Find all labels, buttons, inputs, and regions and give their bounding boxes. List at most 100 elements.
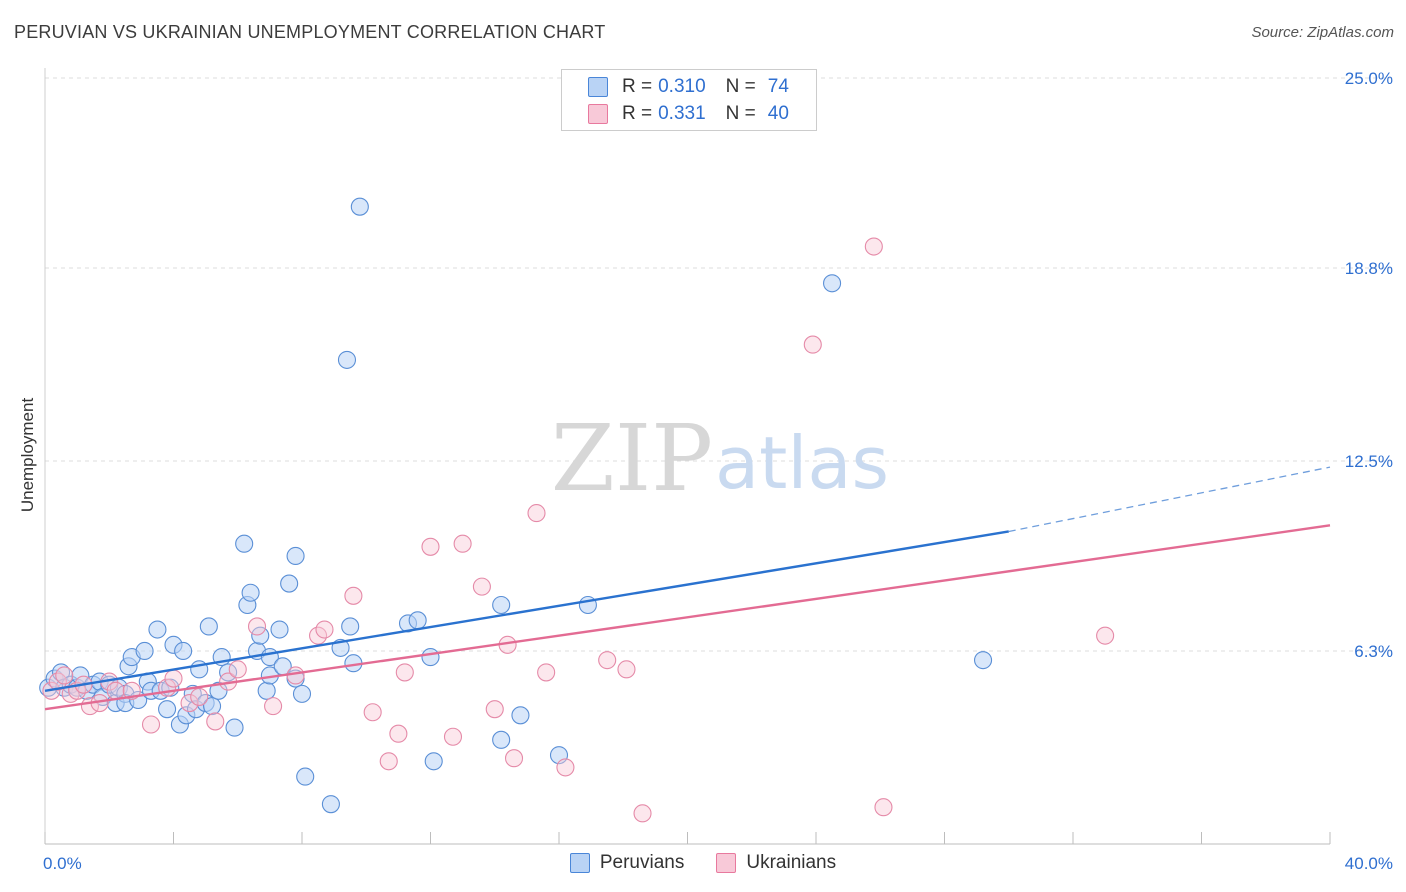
ukrainian-point — [864, 237, 883, 256]
peruvians-swatch — [588, 77, 608, 97]
peruvian-point — [408, 611, 427, 630]
series-peruvians — [39, 197, 993, 814]
legend: R = 0.310 N = 74 R = 0.331 N = 40 — [561, 69, 817, 131]
peruvians-trend-line — [44, 530, 1009, 692]
ukrainian-point — [190, 687, 209, 706]
legend-r-value: 0.331 — [658, 103, 706, 124]
source-label: Source: ZipAtlas.com — [1251, 24, 1394, 41]
legend-row-ukrainians: R = 0.331 N = 40 — [562, 101, 789, 127]
peruvian-point — [424, 752, 443, 771]
peruvian-point — [270, 620, 289, 639]
peruvian-point — [492, 730, 511, 749]
ukrainian-point — [421, 537, 440, 556]
ukrainian-point — [504, 749, 524, 768]
legend-n-label: N = — [725, 103, 756, 124]
legend-n-label: N = — [725, 76, 756, 97]
peruvian-point — [158, 700, 177, 719]
legend-row-peruvians: R = 0.310 N = 74 — [562, 74, 789, 100]
ukrainian-point — [344, 586, 363, 605]
peruvian-point — [135, 641, 154, 661]
watermark: ZIP atlas — [551, 405, 889, 512]
ukrainians-swatch — [716, 853, 737, 873]
bottom-legend-label: Ukrainians — [746, 852, 837, 873]
peruvian-point — [341, 617, 360, 636]
legend-n-value: 74 — [767, 76, 789, 97]
bottom-legend: Peruvians Ukrainians — [0, 852, 1406, 874]
ukrainian-point — [228, 660, 247, 679]
x-tick-label-max: 40.0% — [1345, 854, 1393, 873]
peruvian-point — [280, 574, 299, 593]
peruvian-point — [823, 274, 842, 293]
peruvian-point — [321, 795, 340, 814]
ukrainian-point — [389, 724, 408, 743]
ukrainians-swatch — [588, 104, 608, 124]
ukrainian-point — [247, 617, 267, 636]
ukrainian-point — [537, 663, 556, 682]
peruvian-point — [199, 617, 218, 636]
peruvian-point — [225, 718, 244, 737]
peruvian-point — [421, 648, 440, 667]
bottom-legend-ukrainians: Ukrainians — [716, 852, 836, 874]
ukrainian-point — [395, 663, 414, 682]
legend-r-label: R = — [622, 103, 653, 124]
ukrainian-point — [141, 715, 161, 734]
peruvian-point — [292, 684, 312, 703]
grid-layer — [45, 77, 1392, 652]
peruvian-point — [511, 706, 530, 725]
bottom-legend-label: Peruvians — [599, 852, 685, 873]
watermark-zip: ZIP — [551, 405, 713, 512]
peruvian-point — [257, 681, 276, 700]
ukrainian-point — [874, 798, 893, 817]
ukrainian-point — [633, 804, 652, 823]
ukrainian-point — [106, 681, 125, 700]
chart-title: PERUVIAN VS UKRAINIAN UNEMPLOYMENT CORRE… — [14, 22, 606, 42]
ukrainian-point — [379, 752, 398, 771]
legend-n-value: 40 — [767, 103, 789, 124]
ukrainian-point — [1096, 626, 1115, 645]
peruvian-point — [219, 663, 238, 682]
ukrainian-point — [527, 504, 546, 523]
ukrainian-point — [315, 620, 334, 639]
ukrainian-point — [180, 694, 199, 713]
watermark-atlas: atlas — [715, 421, 889, 505]
ukrainian-point — [453, 534, 472, 553]
ukrainian-point — [164, 669, 183, 688]
peruvian-point — [296, 767, 315, 786]
tick-label-layer: 6.3% 12.5% 18.8% 25.0% 0.0% 40.0% — [43, 69, 1393, 873]
peruvians-swatch — [569, 853, 590, 873]
peruvian-point — [148, 620, 167, 639]
axis-layer — [44, 68, 1331, 845]
y-axis-title: Unemployment — [18, 397, 37, 513]
ukrainian-point — [363, 703, 382, 722]
peruvian-point — [174, 641, 193, 661]
ukrainian-point — [206, 712, 225, 731]
peruvian-point — [337, 350, 357, 369]
peruvian-point — [973, 651, 993, 670]
legend-r-value: 0.310 — [658, 76, 706, 97]
trend-layer — [44, 466, 1331, 711]
ukrainian-point — [617, 660, 636, 679]
peruvian-point — [492, 595, 511, 615]
y-tick-label: 18.8% — [1345, 259, 1393, 278]
peruvian-point — [209, 681, 228, 700]
ukrainian-point — [443, 727, 463, 746]
ukrainian-point — [286, 666, 305, 685]
ukrainians-trend-line — [44, 524, 1331, 711]
peruvians-trend-extension — [1008, 466, 1331, 533]
series-ukrainians — [42, 237, 1115, 823]
ukrainian-point — [598, 651, 617, 670]
peruvian-point — [241, 583, 260, 602]
peruvian-point — [350, 197, 369, 216]
ukrainian-point — [55, 666, 74, 685]
peruvian-point — [203, 697, 222, 716]
ukrainian-point — [472, 577, 491, 596]
x-tick-label-min: 0.0% — [43, 854, 82, 873]
y-tick-label: 25.0% — [1345, 69, 1393, 88]
ukrainian-point — [264, 697, 283, 716]
y-tick-label: 6.3% — [1354, 642, 1393, 661]
ukrainian-point — [556, 758, 575, 777]
ukrainian-point — [485, 700, 504, 719]
peruvian-point — [235, 534, 254, 553]
bottom-legend-peruvians: Peruvians — [569, 852, 685, 874]
